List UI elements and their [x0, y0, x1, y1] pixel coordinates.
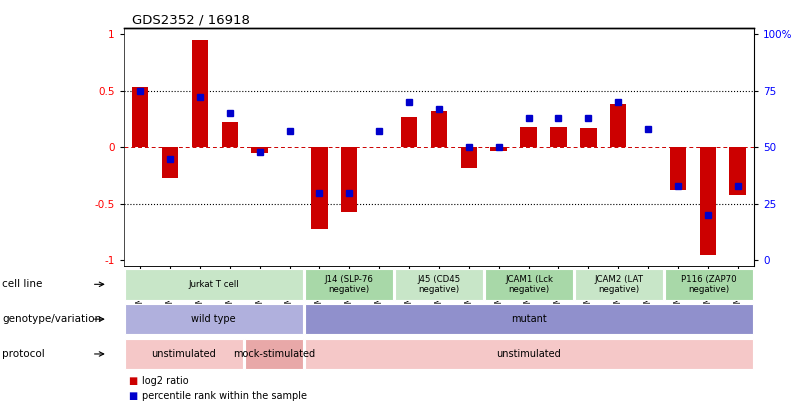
Bar	[610, 104, 626, 147]
Text: cell line: cell line	[2, 279, 43, 289]
Text: protocol: protocol	[2, 349, 45, 359]
Bar	[460, 147, 477, 168]
Bar	[305, 339, 753, 369]
Bar	[670, 147, 686, 190]
Bar	[305, 269, 393, 300]
Bar	[550, 127, 567, 147]
Text: P116 (ZAP70
negative): P116 (ZAP70 negative)	[681, 275, 737, 294]
Bar	[162, 147, 178, 178]
Bar	[491, 147, 507, 151]
Text: genotype/variation: genotype/variation	[2, 314, 101, 324]
Bar	[124, 304, 303, 335]
Text: JCAM1 (Lck
negative): JCAM1 (Lck negative)	[505, 275, 553, 294]
Text: unstimulated: unstimulated	[496, 349, 561, 359]
Bar	[192, 40, 208, 147]
Text: wild type: wild type	[192, 314, 236, 324]
Text: J14 (SLP-76
negative): J14 (SLP-76 negative)	[325, 275, 373, 294]
Bar	[700, 147, 716, 255]
Text: log2 ratio: log2 ratio	[142, 376, 188, 386]
Bar	[729, 147, 746, 195]
Bar	[485, 269, 573, 300]
Bar	[245, 339, 303, 369]
Bar	[305, 304, 753, 335]
Bar	[341, 147, 358, 212]
Text: mock-stimulated: mock-stimulated	[233, 349, 315, 359]
Bar	[580, 128, 597, 147]
Bar	[222, 122, 238, 147]
Bar	[124, 339, 243, 369]
Bar	[311, 147, 328, 229]
Bar	[431, 111, 447, 147]
Bar	[124, 269, 303, 300]
Text: unstimulated: unstimulated	[152, 349, 216, 359]
Bar	[665, 269, 753, 300]
Text: GDS2352 / 16918: GDS2352 / 16918	[132, 13, 250, 26]
Bar	[395, 269, 483, 300]
Text: JCAM2 (LAT
negative): JCAM2 (LAT negative)	[595, 275, 643, 294]
Text: percentile rank within the sample: percentile rank within the sample	[142, 391, 307, 401]
Text: J45 (CD45
negative): J45 (CD45 negative)	[417, 275, 460, 294]
Text: Jurkat T cell: Jurkat T cell	[188, 280, 239, 289]
Bar	[251, 147, 268, 153]
Bar	[401, 117, 417, 147]
Text: mutant: mutant	[511, 314, 547, 324]
Bar	[520, 127, 537, 147]
Bar	[132, 87, 148, 147]
Text: ■: ■	[128, 376, 137, 386]
Text: ■: ■	[128, 391, 137, 401]
Bar	[575, 269, 663, 300]
